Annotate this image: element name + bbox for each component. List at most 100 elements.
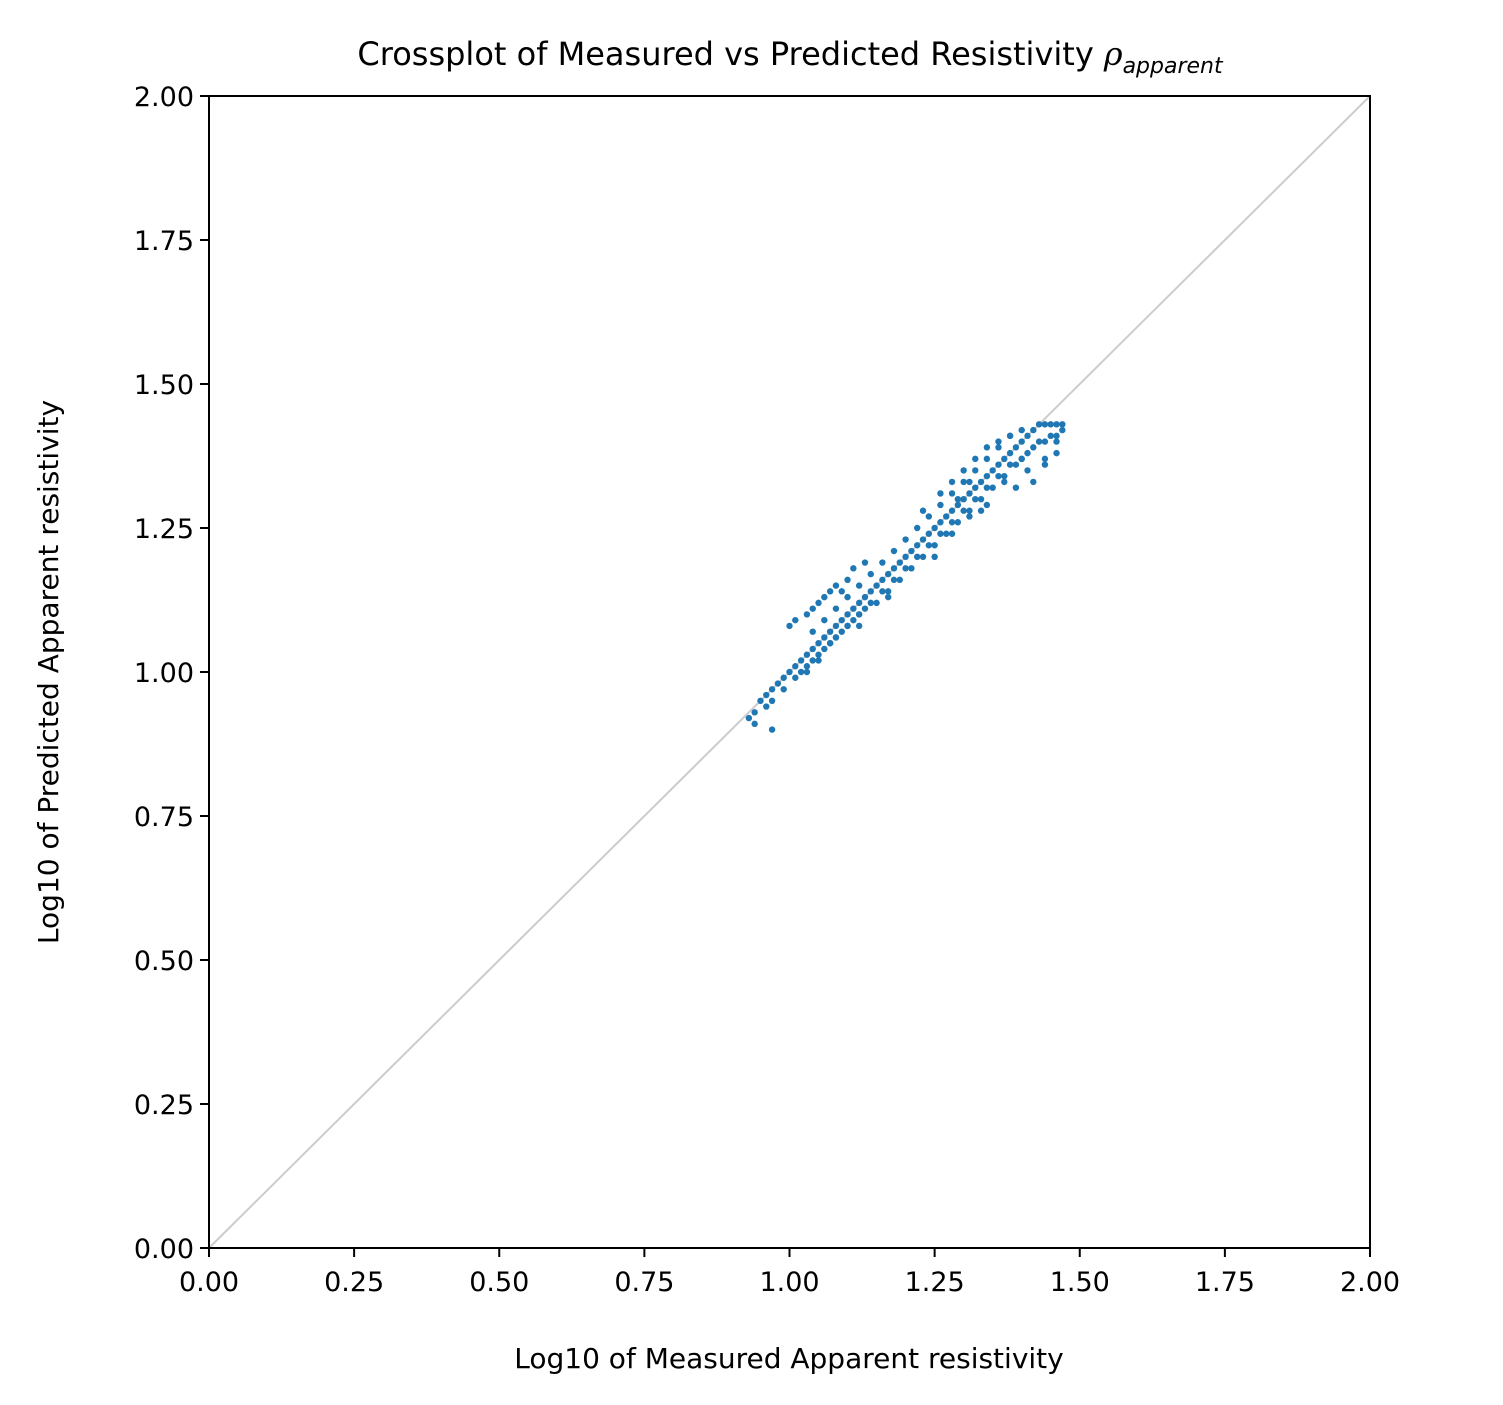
data-point	[1047, 432, 1054, 440]
data-point	[890, 565, 898, 572]
data-point	[948, 478, 956, 486]
data-point	[1053, 438, 1060, 445]
data-point	[844, 611, 851, 618]
data-point	[861, 559, 869, 566]
data-point	[1024, 432, 1031, 440]
data-point	[1030, 478, 1037, 486]
data-point	[960, 507, 967, 514]
data-point	[1035, 438, 1043, 445]
data-point	[995, 461, 1002, 468]
data-point	[867, 570, 874, 578]
data-point	[884, 588, 892, 595]
data-point	[780, 674, 787, 681]
data-point	[850, 616, 857, 624]
data-point	[826, 628, 834, 635]
data-point	[850, 565, 857, 572]
data-point	[844, 593, 851, 601]
data-point	[879, 588, 886, 595]
data-point	[884, 570, 892, 578]
x-tick-label: 0.00	[179, 1267, 239, 1298]
data-point	[1053, 421, 1060, 428]
data-point	[908, 565, 915, 572]
data-point	[861, 593, 869, 601]
data-point	[774, 680, 782, 687]
data-point	[821, 645, 828, 653]
data-point	[896, 576, 903, 584]
data-point	[763, 691, 770, 699]
data-point	[902, 536, 909, 543]
data-point	[803, 611, 811, 618]
x-tick-label: 0.75	[614, 1267, 674, 1298]
y-tick-label: 0.25	[134, 1090, 194, 1121]
data-point	[867, 599, 874, 607]
x-tick-label: 0.25	[324, 1267, 384, 1298]
data-point	[1024, 449, 1031, 457]
y-axis-label: Log10 of Predicted Apparent resistivity	[32, 400, 65, 944]
data-point	[919, 553, 927, 560]
data-point	[1001, 455, 1008, 463]
data-point	[832, 622, 840, 630]
data-point	[914, 553, 921, 560]
data-point	[1041, 455, 1049, 463]
x-tick-label: 0.50	[469, 1267, 529, 1298]
data-point	[803, 668, 811, 676]
data-point	[902, 565, 909, 572]
x-tick-label: 1.00	[759, 1267, 819, 1298]
data-point	[995, 438, 1002, 445]
x-tick-label: 2.00	[1340, 1267, 1400, 1298]
data-point	[1018, 455, 1025, 463]
data-point	[937, 501, 944, 509]
x-tick-label: 1.25	[905, 1267, 965, 1298]
data-point	[977, 496, 985, 503]
data-point	[873, 599, 880, 607]
data-point	[948, 530, 956, 537]
data-point	[844, 576, 851, 584]
data-point	[972, 496, 979, 503]
data-point	[1012, 484, 1020, 491]
data-point	[879, 576, 886, 584]
data-point	[838, 628, 845, 635]
data-point	[983, 484, 991, 491]
data-point	[826, 588, 834, 595]
data-point	[809, 657, 816, 664]
data-point	[855, 622, 863, 630]
data-point	[803, 651, 811, 658]
data-point	[908, 547, 915, 555]
x-axis-ticks: 0.00 0.25 0.50 0.75 1.00 1.25 1.50 1.75 2.00	[179, 1248, 1400, 1298]
data-point	[989, 467, 996, 474]
data-point	[931, 542, 938, 549]
data-point	[914, 524, 921, 532]
data-point	[879, 559, 886, 566]
y-tick-label: 1.25	[134, 514, 194, 545]
data-point	[966, 507, 973, 514]
data-point	[1006, 461, 1014, 468]
data-point	[1041, 421, 1049, 428]
y-tick-label: 0.00	[134, 1234, 194, 1265]
data-point	[937, 519, 944, 526]
data-point	[792, 674, 799, 681]
data-point	[972, 455, 979, 463]
data-point	[815, 640, 822, 647]
data-point	[954, 519, 962, 526]
data-point	[902, 553, 909, 560]
data-point	[768, 697, 776, 704]
data-point	[1053, 449, 1060, 457]
y-axis-ticks: 0.00 0.25 0.50 0.75 1.00 1.25 1.50 1.75 2.00	[134, 82, 209, 1265]
data-point	[890, 576, 898, 584]
x-tick-label: 1.75	[1195, 1267, 1255, 1298]
data-point	[954, 496, 962, 503]
data-point	[861, 605, 869, 612]
data-point	[809, 605, 816, 612]
chart-title: Crossplot of Measured vs Predicted Resis…	[357, 35, 1224, 79]
x-tick-label: 1.50	[1050, 1267, 1110, 1298]
data-point	[925, 542, 933, 549]
data-point	[745, 714, 753, 722]
data-point	[931, 524, 938, 532]
data-point	[995, 472, 1002, 480]
y-tick-label: 1.75	[134, 226, 194, 257]
data-point	[826, 640, 834, 647]
data-point	[821, 593, 828, 601]
data-point	[832, 582, 840, 589]
data-point	[1001, 478, 1008, 486]
